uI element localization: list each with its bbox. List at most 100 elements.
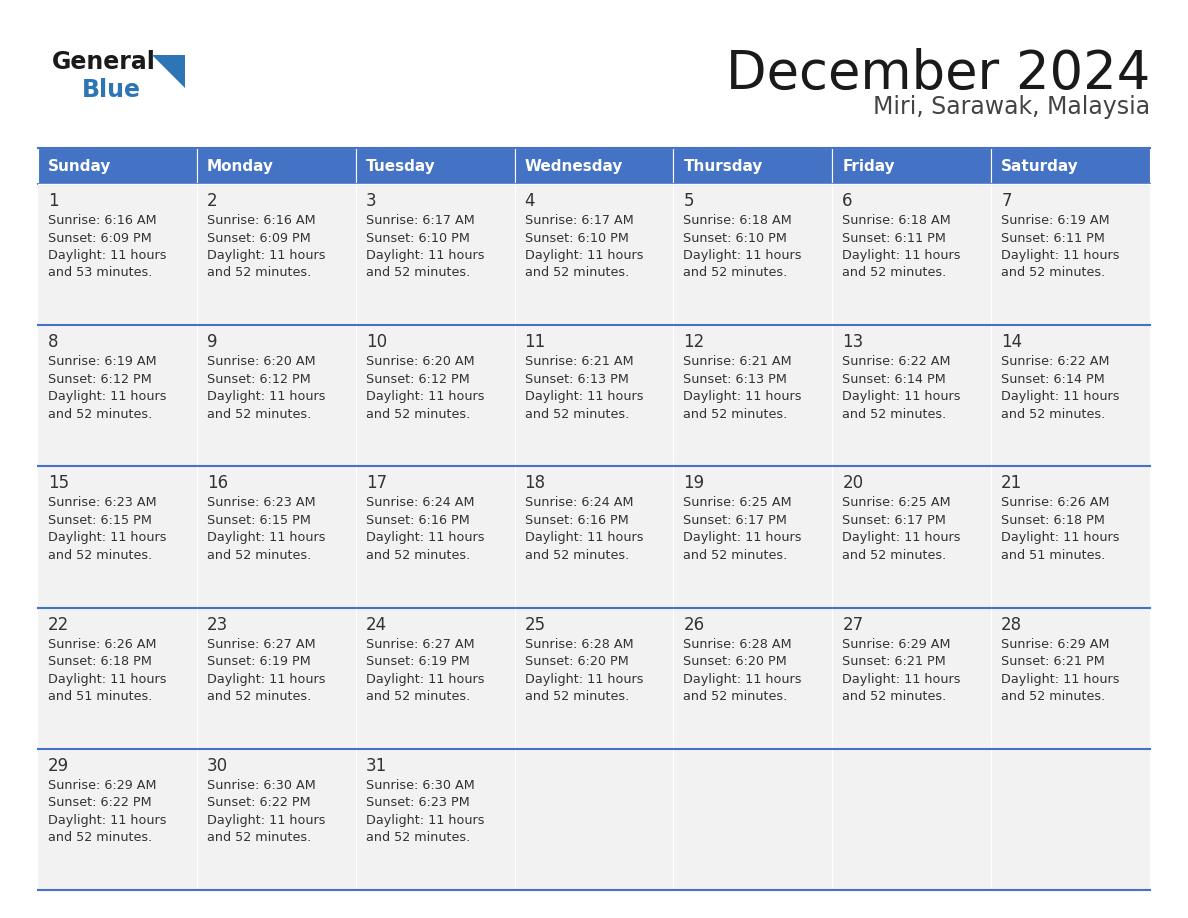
Text: 27: 27 <box>842 616 864 633</box>
Text: Daylight: 11 hours: Daylight: 11 hours <box>525 249 643 262</box>
Text: Daylight: 11 hours: Daylight: 11 hours <box>683 390 802 403</box>
Bar <box>38 749 1150 890</box>
Text: 7: 7 <box>1001 192 1012 210</box>
Bar <box>674 148 833 184</box>
Text: 9: 9 <box>207 333 217 352</box>
Text: Sunset: 6:16 PM: Sunset: 6:16 PM <box>525 514 628 527</box>
Text: December 2024: December 2024 <box>726 48 1150 100</box>
Text: and 52 minutes.: and 52 minutes. <box>207 266 311 279</box>
Text: Sunrise: 6:20 AM: Sunrise: 6:20 AM <box>366 355 474 368</box>
Text: Sunrise: 6:18 AM: Sunrise: 6:18 AM <box>842 214 952 227</box>
Bar <box>833 148 991 184</box>
Text: Sunset: 6:18 PM: Sunset: 6:18 PM <box>1001 514 1105 527</box>
Bar <box>355 148 514 184</box>
Text: Sunset: 6:11 PM: Sunset: 6:11 PM <box>842 231 946 244</box>
Bar <box>197 148 355 184</box>
Text: and 52 minutes.: and 52 minutes. <box>207 690 311 703</box>
Text: 1: 1 <box>48 192 58 210</box>
Text: 19: 19 <box>683 475 704 492</box>
Text: 24: 24 <box>366 616 387 633</box>
Text: Sunrise: 6:28 AM: Sunrise: 6:28 AM <box>683 638 792 651</box>
Text: Sunrise: 6:27 AM: Sunrise: 6:27 AM <box>207 638 316 651</box>
Text: and 52 minutes.: and 52 minutes. <box>683 549 788 562</box>
Text: 17: 17 <box>366 475 387 492</box>
Text: Daylight: 11 hours: Daylight: 11 hours <box>366 673 485 686</box>
Bar <box>514 148 674 184</box>
Text: Sunrise: 6:26 AM: Sunrise: 6:26 AM <box>48 638 157 651</box>
Text: Sunset: 6:21 PM: Sunset: 6:21 PM <box>1001 655 1105 668</box>
Text: Daylight: 11 hours: Daylight: 11 hours <box>207 532 326 544</box>
Text: and 52 minutes.: and 52 minutes. <box>525 690 628 703</box>
Text: Sunrise: 6:23 AM: Sunrise: 6:23 AM <box>207 497 316 509</box>
Text: Daylight: 11 hours: Daylight: 11 hours <box>366 813 485 827</box>
Text: 6: 6 <box>842 192 853 210</box>
Text: Sunset: 6:17 PM: Sunset: 6:17 PM <box>683 514 788 527</box>
Text: and 52 minutes.: and 52 minutes. <box>1001 266 1105 279</box>
Text: Saturday: Saturday <box>1001 159 1079 174</box>
Text: and 52 minutes.: and 52 minutes. <box>683 266 788 279</box>
Text: and 52 minutes.: and 52 minutes. <box>525 408 628 420</box>
Text: Sunrise: 6:28 AM: Sunrise: 6:28 AM <box>525 638 633 651</box>
Text: Sunset: 6:10 PM: Sunset: 6:10 PM <box>525 231 628 244</box>
Text: and 52 minutes.: and 52 minutes. <box>48 549 152 562</box>
Text: Sunset: 6:19 PM: Sunset: 6:19 PM <box>207 655 310 668</box>
Text: and 52 minutes.: and 52 minutes. <box>366 832 470 845</box>
Text: Daylight: 11 hours: Daylight: 11 hours <box>525 673 643 686</box>
Text: 11: 11 <box>525 333 545 352</box>
Text: and 52 minutes.: and 52 minutes. <box>683 690 788 703</box>
Text: Daylight: 11 hours: Daylight: 11 hours <box>683 673 802 686</box>
Text: Sunset: 6:16 PM: Sunset: 6:16 PM <box>366 514 469 527</box>
Text: Sunrise: 6:21 AM: Sunrise: 6:21 AM <box>525 355 633 368</box>
Text: Daylight: 11 hours: Daylight: 11 hours <box>366 249 485 262</box>
Text: and 51 minutes.: and 51 minutes. <box>1001 549 1106 562</box>
Text: Sunset: 6:23 PM: Sunset: 6:23 PM <box>366 796 469 810</box>
Text: Daylight: 11 hours: Daylight: 11 hours <box>683 532 802 544</box>
Text: and 52 minutes.: and 52 minutes. <box>207 408 311 420</box>
Text: Sunrise: 6:26 AM: Sunrise: 6:26 AM <box>1001 497 1110 509</box>
Text: and 52 minutes.: and 52 minutes. <box>842 690 947 703</box>
Text: Sunset: 6:10 PM: Sunset: 6:10 PM <box>366 231 469 244</box>
Text: Daylight: 11 hours: Daylight: 11 hours <box>207 673 326 686</box>
Text: Sunday: Sunday <box>48 159 112 174</box>
Text: Sunrise: 6:17 AM: Sunrise: 6:17 AM <box>525 214 633 227</box>
Text: Sunset: 6:17 PM: Sunset: 6:17 PM <box>842 514 946 527</box>
Text: 3: 3 <box>366 192 377 210</box>
Text: 16: 16 <box>207 475 228 492</box>
Text: Daylight: 11 hours: Daylight: 11 hours <box>207 249 326 262</box>
Bar <box>38 466 1150 608</box>
Text: General: General <box>52 50 156 74</box>
Text: and 52 minutes.: and 52 minutes. <box>525 549 628 562</box>
Text: Daylight: 11 hours: Daylight: 11 hours <box>525 390 643 403</box>
Text: Sunrise: 6:25 AM: Sunrise: 6:25 AM <box>842 497 950 509</box>
Text: Sunrise: 6:17 AM: Sunrise: 6:17 AM <box>366 214 474 227</box>
Text: Sunrise: 6:18 AM: Sunrise: 6:18 AM <box>683 214 792 227</box>
Text: and 52 minutes.: and 52 minutes. <box>1001 690 1105 703</box>
Text: Daylight: 11 hours: Daylight: 11 hours <box>48 813 166 827</box>
Text: Daylight: 11 hours: Daylight: 11 hours <box>1001 390 1119 403</box>
Text: Daylight: 11 hours: Daylight: 11 hours <box>366 390 485 403</box>
Text: Sunrise: 6:29 AM: Sunrise: 6:29 AM <box>842 638 950 651</box>
Text: 5: 5 <box>683 192 694 210</box>
Text: Sunset: 6:11 PM: Sunset: 6:11 PM <box>1001 231 1105 244</box>
Text: Daylight: 11 hours: Daylight: 11 hours <box>48 673 166 686</box>
Text: 23: 23 <box>207 616 228 633</box>
Text: 18: 18 <box>525 475 545 492</box>
Text: Sunrise: 6:24 AM: Sunrise: 6:24 AM <box>366 497 474 509</box>
Text: and 52 minutes.: and 52 minutes. <box>48 832 152 845</box>
Text: 29: 29 <box>48 756 69 775</box>
Text: Sunset: 6:10 PM: Sunset: 6:10 PM <box>683 231 788 244</box>
Text: Sunset: 6:19 PM: Sunset: 6:19 PM <box>366 655 469 668</box>
Text: Daylight: 11 hours: Daylight: 11 hours <box>366 532 485 544</box>
Text: Daylight: 11 hours: Daylight: 11 hours <box>1001 532 1119 544</box>
Text: 20: 20 <box>842 475 864 492</box>
Text: Daylight: 11 hours: Daylight: 11 hours <box>1001 249 1119 262</box>
Text: Tuesday: Tuesday <box>366 159 436 174</box>
Text: Sunset: 6:20 PM: Sunset: 6:20 PM <box>525 655 628 668</box>
Text: Sunrise: 6:24 AM: Sunrise: 6:24 AM <box>525 497 633 509</box>
Text: Sunset: 6:20 PM: Sunset: 6:20 PM <box>683 655 788 668</box>
Text: and 53 minutes.: and 53 minutes. <box>48 266 152 279</box>
Text: and 52 minutes.: and 52 minutes. <box>842 408 947 420</box>
Text: Daylight: 11 hours: Daylight: 11 hours <box>842 390 961 403</box>
Text: 26: 26 <box>683 616 704 633</box>
Text: and 51 minutes.: and 51 minutes. <box>48 690 152 703</box>
